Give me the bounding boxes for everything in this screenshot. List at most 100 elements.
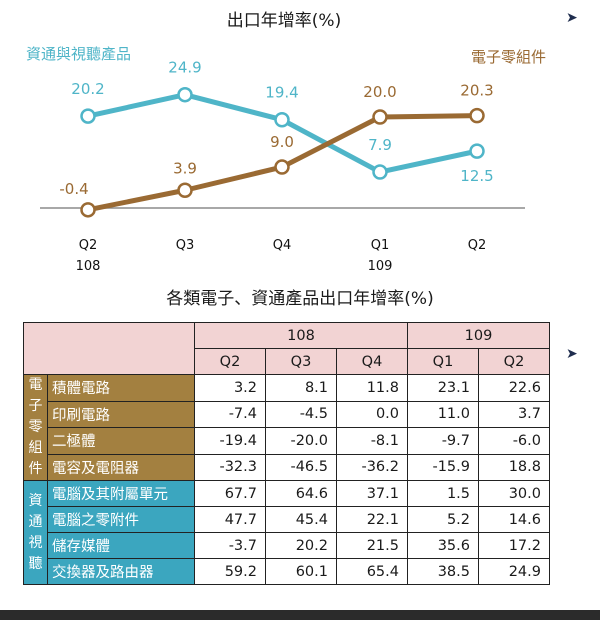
quarter-header: Q2 <box>478 348 550 375</box>
x-tick-sublabel: 108 <box>76 259 101 274</box>
table-row: 交換器及路由器 59.2 60.1 65.4 38.5 24.9 <box>24 558 550 585</box>
table-cell: 30.0 <box>478 480 550 507</box>
chart-plot-area: 20.2 24.9 19.4 7.9 12.5 -0.4 3.9 9.0 20.0 20.3 資通與… <box>26 45 546 274</box>
row-label: 電腦之零附件 <box>47 506 195 533</box>
table-cell: 1.5 <box>407 480 479 507</box>
table-cell: 3.2 <box>194 374 266 402</box>
data-point <box>80 202 96 218</box>
quarter-header: Q1 <box>407 348 479 375</box>
table-cell: 0.0 <box>336 400 408 428</box>
data-label: 19.4 <box>265 84 298 102</box>
table-cell: 8.1 <box>265 374 337 402</box>
table-cell: -20.0 <box>265 427 337 455</box>
table-cell: 23.1 <box>407 374 479 402</box>
table-cell: -3.7 <box>194 532 266 559</box>
chart-title: 出口年增率(%) <box>227 11 341 31</box>
x-tick-label: Q4 <box>273 238 292 253</box>
table-cell: 20.2 <box>265 532 337 559</box>
line-chart: 出口年增率(%) 20.224.919.47.912.5-0.43.99.020… <box>26 11 546 274</box>
table-corner <box>23 322 195 375</box>
quarter-header: Q4 <box>336 348 408 375</box>
data-point <box>372 109 388 125</box>
data-label: 12.5 <box>460 167 493 185</box>
table-cell: -46.5 <box>265 453 337 481</box>
table-cell: 45.4 <box>265 506 337 533</box>
year-header-109: 109 <box>407 322 550 349</box>
table-cell: 3.7 <box>478 400 550 428</box>
data-label: 3.9 <box>173 159 197 177</box>
group-label: 資通視聽 <box>23 480 48 585</box>
table-cell: -9.7 <box>407 427 479 455</box>
group-label: 電子零組件 <box>23 374 48 481</box>
x-tick-label: Q2 <box>468 238 487 253</box>
quarter-header: Q3 <box>265 348 337 375</box>
data-point <box>372 164 388 180</box>
table-cell: 35.6 <box>407 532 479 559</box>
table-cell: 5.2 <box>407 506 479 533</box>
table-row: 電容及電阻器 -32.3 -46.5 -36.2 -15.9 18.8 <box>24 453 550 481</box>
slide-bullet-arrow-icon: ➤ <box>566 346 578 362</box>
table-cell: 64.6 <box>265 480 337 507</box>
legend-item-ict: 資通與視聽產品 <box>26 45 131 63</box>
table-header-row: 108 109 <box>23 322 550 375</box>
data-label: 24.9 <box>168 59 201 77</box>
table-cell: -15.9 <box>407 453 479 481</box>
table-row: 印刷電路 -7.4 -4.5 0.0 11.0 3.7 <box>24 400 550 428</box>
table-cell: 11.0 <box>407 400 479 428</box>
table-cell: 65.4 <box>336 558 408 585</box>
table-row: 二極體 -19.4 -20.0 -8.1 -9.7 -6.0 <box>24 427 550 455</box>
row-label: 積體電路 <box>47 374 195 402</box>
data-label: 7.9 <box>368 136 392 154</box>
table-cell: 38.5 <box>407 558 479 585</box>
table-row: 儲存媒體 -3.7 20.2 21.5 35.6 17.2 <box>24 532 550 559</box>
table-cell: -6.0 <box>478 427 550 455</box>
data-label: 20.0 <box>363 83 396 101</box>
row-label: 電腦及其附屬單元 <box>47 480 195 507</box>
data-label: 9.0 <box>270 133 294 151</box>
data-label: -0.4 <box>59 180 88 198</box>
table-cell: -8.1 <box>336 427 408 455</box>
table-cell: 47.7 <box>194 506 266 533</box>
table-cell: 22.6 <box>478 374 550 402</box>
table-row: 電子零組件積體電路 3.2 8.1 11.8 23.1 22.6 <box>23 374 550 481</box>
x-tick-label: Q2 <box>79 238 98 253</box>
row-label: 交換器及路由器 <box>47 558 195 585</box>
year-header-108: 108 <box>194 322 408 349</box>
table-cell: -7.4 <box>194 400 266 428</box>
table-cell: 37.1 <box>336 480 408 507</box>
row-label: 印刷電路 <box>47 400 195 428</box>
slide-bullet-arrow-icon: ➤ <box>566 10 578 26</box>
data-label: 20.3 <box>460 82 493 100</box>
x-tick-sublabel: 109 <box>368 259 393 274</box>
table-cell: 18.8 <box>478 453 550 481</box>
table-cell: 21.5 <box>336 532 408 559</box>
table-cell: 11.8 <box>336 374 408 402</box>
table-title: 各類電子、資通產品出口年增率(%) <box>166 289 434 309</box>
legend-item-electronics: 電子零組件 <box>471 48 546 66</box>
data-point <box>469 143 485 159</box>
data-label: 20.2 <box>71 80 104 98</box>
data-point <box>469 107 485 124</box>
data-point <box>80 108 96 124</box>
table-row: 資通視聽電腦及其附屬單元 67.7 64.6 37.1 1.5 30.0 <box>23 480 550 585</box>
table-cell: 14.6 <box>478 506 550 533</box>
table-cell: 24.9 <box>478 558 550 585</box>
quarter-header: Q2 <box>194 348 266 375</box>
table-cell: 67.7 <box>194 480 266 507</box>
row-label: 電容及電阻器 <box>47 453 195 481</box>
row-label: 儲存媒體 <box>47 532 195 559</box>
x-tick-label: Q3 <box>176 238 195 253</box>
data-point <box>274 159 290 175</box>
table-cell: 59.2 <box>194 558 266 585</box>
growth-rate-table: 108 109 Q2 Q3 Q4 Q1 Q2 電子零組件積體電路 3.2 8.1 11.8 23.1 2… <box>23 322 550 585</box>
table-header-row: Q2 Q3 Q4 Q1 Q2 <box>24 348 550 375</box>
table-cell: 22.1 <box>336 506 408 533</box>
table-cell: -32.3 <box>194 453 266 481</box>
bottom-bar <box>0 610 600 620</box>
row-label: 二極體 <box>47 427 195 455</box>
table-cell: 60.1 <box>265 558 337 585</box>
table-cell: -36.2 <box>336 453 408 481</box>
data-point <box>274 111 290 128</box>
data-point <box>177 86 193 103</box>
table-cell: -4.5 <box>265 400 337 428</box>
